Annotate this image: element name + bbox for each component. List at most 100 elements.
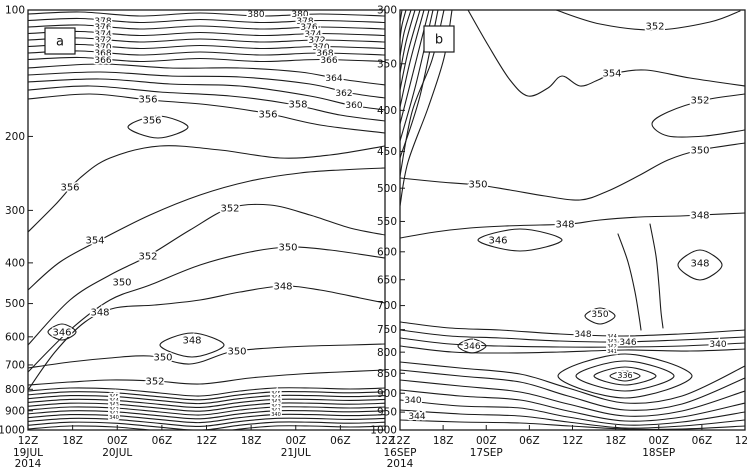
contour-label: 376 [94,23,111,33]
contour-label: 356 [138,95,157,106]
contour-line [28,145,385,233]
contour-line [400,142,745,201]
date-label: 21JUL [281,447,311,459]
contour-label: 354 [85,236,104,247]
contour-label: 372 [308,36,325,46]
y-tick-label: 400 [377,105,397,117]
x-tick-label: 06Z [519,435,540,447]
contour-lines [400,10,745,430]
contour-line [400,212,745,239]
panel-letter-box [423,25,455,53]
contour-label: 350 [112,278,131,289]
x-tick-label: 00Z [285,435,306,447]
contour-label: 348 [555,220,574,231]
panel-letter: a [56,35,64,50]
contour-line [400,10,430,125]
contour-label: 350 [591,310,608,320]
y-tick-label: 800 [377,347,397,359]
contour-line [28,406,385,416]
contour-line [617,233,642,331]
contour-line [28,246,385,373]
contour-line [28,93,385,134]
contour-line [28,71,385,99]
y-tick-label: 200 [5,131,25,143]
contour-line [28,369,385,386]
contour-label: 344 [408,412,425,422]
x-tick-label: 12Z [18,435,39,447]
contour-line [28,30,385,37]
x-tick-label: 18Z [605,435,626,447]
contour-line [47,323,77,341]
contour-line [28,421,385,430]
contour-label: 352 [145,377,164,388]
contour-label: 372 [94,36,111,46]
contour-label: 380 [291,10,308,20]
y-tick-label: 300 [5,205,25,217]
contour-line [400,379,745,417]
contour-line [609,370,641,382]
contour-label: 370 [94,43,111,53]
x-tick-label: 12Z [196,435,217,447]
contour-label: 346 [52,328,71,339]
contour-label: 345 [109,394,119,400]
contour-label: 374 [94,30,111,40]
contour-line [28,78,385,111]
y-tick-label: 700 [377,300,397,312]
contour-line [649,223,664,329]
contour-line [28,37,385,43]
contour-line [28,17,385,24]
y-tick-label: 700 [5,360,25,372]
contour-label: 341 [607,349,617,355]
date-label: 18SEP [642,447,675,459]
contour-label: 368 [94,49,111,59]
contour-label: 350 [468,180,487,191]
panel-letter-box [44,27,76,55]
y-tick-label: 1000 [370,425,397,437]
contour-line [477,228,563,252]
y-tick-label: 650 [377,274,397,286]
x-tick-label: 06Z [692,435,713,447]
contour-label: 364 [325,74,342,84]
contour-line [400,399,745,426]
contour-line [400,345,745,354]
contour-label: 341 [109,411,119,417]
contour-line [584,307,616,325]
contour-label: 356 [60,183,79,194]
contour-label: 343 [109,402,119,408]
contour-line [400,10,416,74]
y-tick-label: 1000 [0,425,25,437]
y-tick-label: 100 [5,5,25,17]
contour-line [28,409,385,420]
date-label: 16SEP [384,447,417,459]
contour-label: 336 [617,371,632,380]
contour-label: 356 [142,116,161,127]
contour-label: 356 [258,110,277,121]
y-tick-label: 900 [5,405,25,417]
contour-label: 366 [320,56,337,66]
contour-line [28,63,385,86]
contour-line [28,343,385,369]
contour-label: 348 [182,336,201,347]
x-tick-label: 00Z [107,435,128,447]
y-tick-label: 800 [5,384,25,396]
contour-label: 374 [304,30,321,40]
contour-line [400,10,425,108]
contour-line [575,360,675,392]
contour-line [28,43,385,50]
contour-label: 348 [273,282,292,293]
contour-line [28,398,385,408]
contour-label: 342 [271,404,281,410]
y-tick-label: 500 [5,298,25,310]
contour-label: 340 [709,340,726,350]
contour-label: 352 [220,204,239,215]
contour-lines [28,11,385,430]
contour-line [400,361,745,404]
contour-label: 345 [271,391,281,397]
x-tick-label: 06Z [152,435,173,447]
contour-label: 344 [271,395,281,401]
contour-label: 342 [109,407,119,413]
